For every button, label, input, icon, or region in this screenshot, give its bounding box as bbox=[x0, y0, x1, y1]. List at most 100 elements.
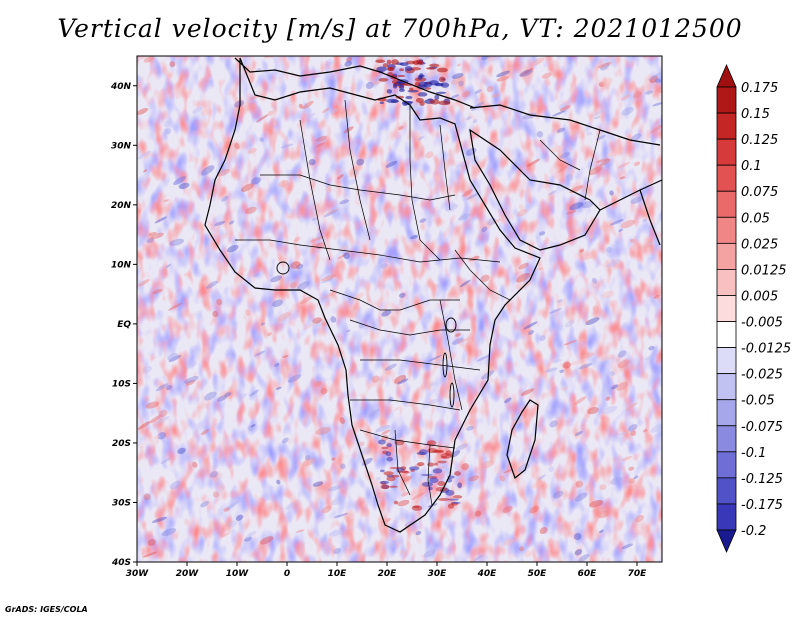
field-patch bbox=[386, 59, 392, 65]
field-patch bbox=[138, 278, 150, 287]
field-patch bbox=[372, 79, 382, 86]
field-patch bbox=[632, 91, 642, 99]
field-patch bbox=[600, 62, 610, 71]
field-patch bbox=[390, 536, 399, 541]
colorbar-bin bbox=[716, 321, 737, 348]
field-patch bbox=[597, 510, 610, 519]
field-patch bbox=[593, 116, 601, 120]
field-patch bbox=[515, 272, 531, 283]
field-patch bbox=[331, 495, 347, 506]
field-patch bbox=[296, 263, 304, 270]
field-patch bbox=[476, 354, 491, 362]
field-patch bbox=[392, 406, 402, 412]
field-patch bbox=[311, 217, 318, 221]
colorbar-bin bbox=[716, 164, 737, 192]
field-patch bbox=[275, 386, 282, 390]
field-patch bbox=[238, 393, 248, 399]
field-patch bbox=[522, 112, 537, 120]
field-patch bbox=[597, 61, 612, 69]
field-patch bbox=[573, 396, 587, 406]
field-patch bbox=[449, 94, 459, 100]
colorbar-bin bbox=[716, 373, 737, 401]
field-patch bbox=[167, 352, 179, 362]
field-patch bbox=[452, 72, 464, 79]
field-patch bbox=[504, 397, 512, 404]
field-patch bbox=[560, 151, 570, 159]
field-patch bbox=[201, 109, 209, 116]
field-patch bbox=[438, 76, 446, 83]
field-patch bbox=[574, 492, 588, 502]
field-patch bbox=[560, 386, 569, 391]
field-patch bbox=[506, 60, 513, 65]
field-patch bbox=[365, 81, 374, 89]
field-patch bbox=[455, 443, 468, 451]
field-patch bbox=[340, 463, 346, 470]
colorbar-bin bbox=[716, 269, 737, 296]
lon-tick-label: 10E bbox=[328, 569, 348, 579]
field-patch bbox=[137, 107, 149, 116]
field-patch bbox=[411, 505, 423, 511]
field-blobs bbox=[137, 56, 662, 562]
field-patch bbox=[621, 106, 634, 116]
field-patch bbox=[592, 277, 598, 284]
field-patch bbox=[393, 375, 407, 384]
field-patch bbox=[419, 101, 425, 106]
colorbar-label: 0.075 bbox=[741, 185, 778, 200]
field-patch bbox=[234, 100, 245, 108]
field-patch bbox=[356, 158, 365, 166]
colorbar-bin bbox=[716, 138, 737, 166]
lon-tick-label: 10W bbox=[226, 569, 250, 579]
lat-tick-label: 40N bbox=[110, 82, 132, 92]
field-patch bbox=[457, 338, 469, 344]
field-patch bbox=[327, 485, 341, 492]
field-patch bbox=[653, 294, 660, 299]
field-patch bbox=[461, 91, 471, 98]
field-patch bbox=[306, 112, 316, 119]
field-patch bbox=[503, 538, 514, 546]
field-patch bbox=[168, 302, 183, 311]
field-patch bbox=[302, 457, 316, 467]
colorbar-bin bbox=[716, 190, 737, 218]
field-patch bbox=[558, 103, 568, 111]
field-patch bbox=[321, 321, 327, 327]
field-patch bbox=[462, 188, 473, 197]
field-patch bbox=[377, 491, 387, 499]
field-patch bbox=[260, 322, 265, 326]
field-patch bbox=[228, 220, 235, 225]
field-patch bbox=[235, 514, 244, 521]
field-patch bbox=[634, 514, 644, 523]
lon-tick-label: 30W bbox=[126, 569, 150, 579]
field-patch bbox=[247, 425, 253, 432]
field-patch bbox=[579, 248, 585, 253]
field-patch bbox=[650, 423, 662, 433]
field-patch bbox=[287, 213, 294, 219]
field-patch bbox=[425, 151, 434, 159]
field-patch bbox=[164, 128, 172, 135]
field-patch bbox=[321, 278, 333, 284]
colorbar-label: 0.025 bbox=[741, 237, 778, 252]
field-patch bbox=[564, 319, 575, 328]
field-patch bbox=[652, 102, 662, 107]
field-patch bbox=[524, 550, 532, 558]
field-patch bbox=[163, 199, 170, 203]
field-patch bbox=[277, 311, 291, 322]
field-patch bbox=[447, 498, 459, 501]
lon-tick-label: 30E bbox=[428, 569, 448, 579]
field-patch bbox=[137, 150, 151, 160]
field-patch bbox=[212, 310, 219, 318]
colorbar-top-arrow bbox=[716, 63, 737, 88]
field-patch bbox=[452, 495, 463, 499]
field-patch bbox=[644, 355, 654, 361]
field-patch bbox=[290, 261, 301, 269]
field-patch bbox=[253, 273, 259, 278]
field-patch bbox=[570, 360, 583, 366]
field-patch bbox=[160, 457, 171, 464]
field-patch bbox=[414, 110, 420, 117]
field-patch bbox=[409, 87, 414, 91]
field-patch bbox=[142, 365, 152, 373]
field-patch bbox=[385, 160, 398, 168]
field-patch bbox=[240, 183, 254, 192]
field-patch bbox=[381, 309, 392, 317]
field-patch bbox=[308, 158, 316, 166]
field-patch bbox=[392, 83, 398, 89]
